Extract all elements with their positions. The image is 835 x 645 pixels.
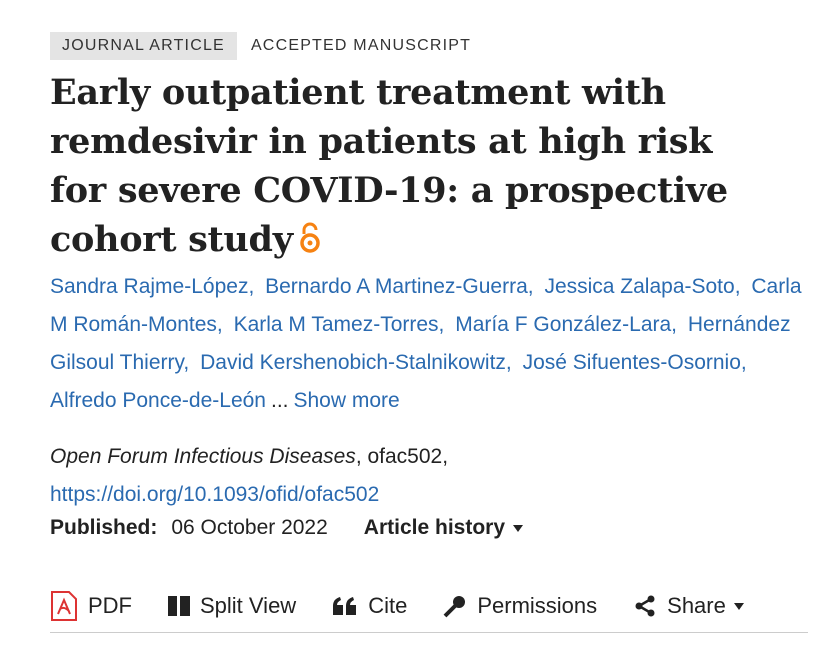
tool-label: Split View — [200, 593, 297, 618]
dropdown-arrow — [733, 602, 744, 610]
split-view-button[interactable]: Split View — [168, 593, 296, 619]
journal: Open Forum Infectious Diseases — [50, 445, 356, 468]
authors: Sandra Rajme-López, Bernardo A Martinez-… — [50, 268, 820, 420]
article-id: , ofac502, — [355, 445, 449, 468]
author[interactable]: Hernández Gilsoul Thierry, — [50, 313, 791, 374]
cite-button[interactable]: Cite — [332, 593, 407, 619]
badges: JOURNAL ARTICLE ACCEPTED MANUSCRIPT — [50, 32, 810, 60]
toolbar: PDF Split View Cite Permissions Share — [50, 580, 808, 633]
author[interactable]: Sandra Rajme-López, — [50, 275, 255, 298]
dropdown-arrow — [513, 524, 524, 532]
share-icon — [635, 595, 655, 617]
author[interactable]: Jessica Zalapa-Soto, — [544, 275, 741, 298]
show-more[interactable]: Show more — [293, 389, 400, 412]
author[interactable]: Bernardo A Martinez-Guerra, — [265, 275, 534, 298]
type-badge: JOURNAL ARTICLE — [50, 32, 237, 60]
published: Published: 06 October 2022 Article histo… — [50, 516, 810, 540]
cite-icon — [333, 597, 357, 615]
author[interactable]: Karla M Tamez-Torres, — [233, 313, 445, 336]
author[interactable]: María F González-Lara, — [455, 313, 678, 336]
author[interactable]: David Kershenobich-Stalnikowitz, — [200, 351, 512, 374]
tool-label: Permissions — [477, 593, 598, 618]
key-icon — [443, 596, 466, 618]
author[interactable]: Alfredo Ponce-de-León — [50, 389, 266, 412]
tool-label: Share — [667, 593, 726, 618]
share-button[interactable]: Share — [633, 593, 744, 619]
pdf-button[interactable]: PDF — [50, 590, 132, 622]
author[interactable]: Carla M Román-Montes, — [50, 275, 802, 336]
tool-label: Cite — [368, 593, 408, 618]
status-label: ACCEPTED MANUSCRIPT — [250, 37, 472, 54]
permissions-button[interactable]: Permissions — [443, 593, 597, 619]
pdf-icon — [51, 591, 77, 621]
title: Early outpatient treatment with remdesiv… — [50, 68, 770, 264]
published-date: 06 October 2022 — [171, 516, 328, 539]
article-history[interactable]: Article history — [363, 516, 506, 539]
doi-link[interactable]: https://doi.org/10.1093/ofid/ofac502 — [50, 483, 380, 506]
tool-label: PDF — [88, 593, 132, 618]
title-text: Early outpatient treatment with remdesiv… — [50, 72, 728, 260]
article-header: JOURNAL ARTICLE ACCEPTED MANUSCRIPT Earl… — [50, 32, 810, 540]
split-icon — [168, 596, 190, 616]
author[interactable]: José Sifuentes-Osornio, — [522, 351, 747, 374]
ellipsis: ... — [270, 389, 289, 412]
published-label: Published: — [50, 516, 158, 539]
citation: Open Forum Infectious Diseases, ofac502,… — [50, 438, 810, 514]
open-access-icon — [300, 222, 320, 253]
